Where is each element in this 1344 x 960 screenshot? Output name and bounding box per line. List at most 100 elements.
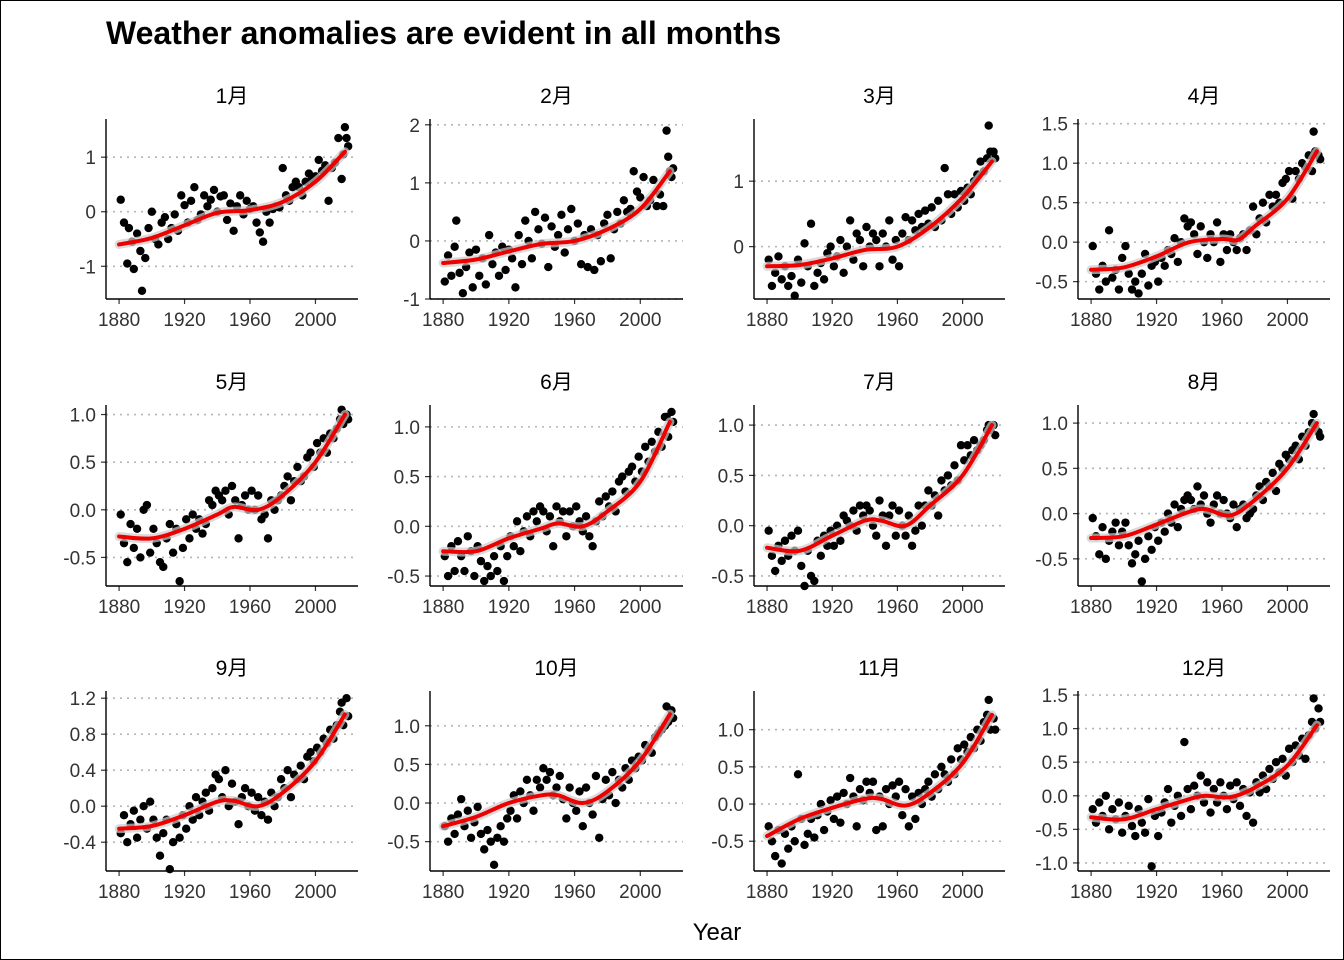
data-point (872, 825, 881, 835)
data-point (144, 223, 153, 233)
data-point (231, 496, 240, 505)
data-point (927, 203, 936, 212)
data-point (159, 562, 168, 572)
data-point (475, 271, 484, 280)
data-point (800, 239, 809, 248)
y-tick-label: 1 (409, 174, 420, 195)
data-point (1101, 277, 1111, 286)
data-point (486, 571, 495, 581)
y-tick-label: -0.5 (711, 567, 744, 588)
x-tick-label: 1920 (488, 310, 530, 331)
x-tick-label: 1960 (553, 882, 595, 903)
data-point (565, 783, 574, 792)
data-point (129, 543, 139, 553)
data-point (499, 576, 509, 586)
data-point (1232, 245, 1241, 255)
data-point (943, 190, 953, 199)
x-tick-label: 2000 (619, 310, 661, 331)
data-point (453, 810, 463, 819)
data-point (557, 210, 566, 220)
data-point (219, 191, 229, 200)
data-point (839, 788, 848, 798)
data-point (767, 551, 777, 561)
data-point (865, 506, 874, 515)
data-point (1153, 831, 1163, 841)
data-point (1114, 541, 1124, 550)
data-point (1117, 828, 1127, 837)
data-point (276, 775, 286, 784)
data-point (627, 462, 637, 471)
x-tick-label: 1960 (876, 882, 918, 903)
data-point (483, 561, 492, 571)
data-point (139, 802, 148, 811)
y-tick-label: 0.5 (70, 453, 96, 474)
data-point (253, 491, 263, 500)
data-point (136, 246, 145, 256)
trend-line (117, 149, 347, 247)
panel-11: 11月 -0.5 0.0 0.5 1.0 1880 1920 1960 2000 (711, 657, 1005, 903)
data-point (878, 229, 887, 238)
data-point (509, 542, 518, 551)
data-point (1127, 285, 1137, 294)
data-point (334, 133, 343, 143)
x-tick-label: 1920 (163, 882, 205, 903)
data-point (1095, 798, 1104, 807)
data-point (1127, 821, 1137, 831)
data-point (154, 240, 163, 249)
data-point (1144, 281, 1153, 290)
data-point (780, 536, 790, 545)
y-tick-label: 1.0 (718, 721, 744, 742)
data-point (629, 167, 638, 176)
y-tick-label: -0.5 (1035, 550, 1068, 571)
data-point (342, 133, 351, 143)
y-tick-label: 0.4 (70, 761, 97, 782)
data-point (581, 783, 591, 792)
y-tick-label: 0.0 (718, 517, 744, 538)
trend-line (441, 169, 672, 265)
data-point (933, 196, 943, 206)
data-point (603, 210, 612, 220)
data-point (1117, 253, 1127, 263)
y-tick-label: -0.5 (387, 567, 420, 588)
data-point (1206, 808, 1215, 817)
data-point (1222, 805, 1232, 814)
chart-title: Weather anomalies are evident in all mon… (106, 15, 781, 51)
trend-line (441, 712, 672, 829)
data-point (950, 190, 959, 199)
data-point (1134, 289, 1143, 298)
data-point (777, 556, 786, 566)
x-tick-label: 1920 (1135, 310, 1177, 331)
data-point (470, 571, 479, 581)
data-point (813, 268, 822, 278)
y-tick-label: 0.5 (394, 468, 420, 489)
y-tick-label: 0.0 (70, 501, 96, 522)
data-point (1144, 532, 1153, 541)
y-tick-label: 1.5 (1042, 115, 1068, 136)
data-point (1212, 491, 1222, 500)
data-point (1163, 784, 1173, 794)
data-point (258, 237, 268, 246)
data-point (810, 833, 819, 842)
data-point (1088, 513, 1097, 523)
data-point (494, 271, 504, 280)
data-point (465, 248, 474, 257)
data-point (562, 532, 571, 541)
data-point (797, 561, 806, 571)
data-point (136, 815, 145, 824)
data-point (552, 783, 561, 792)
data-point (1235, 801, 1245, 811)
x-tick-label: 1960 (553, 597, 595, 618)
data-point (1196, 222, 1205, 231)
y-tick-label: 0.5 (1042, 753, 1068, 774)
data-point (234, 534, 243, 543)
data-point (530, 207, 540, 217)
x-tick-label: 2000 (294, 597, 336, 618)
data-point (829, 541, 839, 550)
panel-10: 10月 -0.5 0.0 0.5 1.0 1880 1920 1960 2000 (387, 657, 683, 903)
data-point (177, 191, 186, 200)
data-point (545, 767, 555, 777)
data-point (875, 496, 884, 505)
data-point (191, 793, 201, 802)
data-point (181, 515, 191, 524)
data-point (214, 775, 224, 784)
